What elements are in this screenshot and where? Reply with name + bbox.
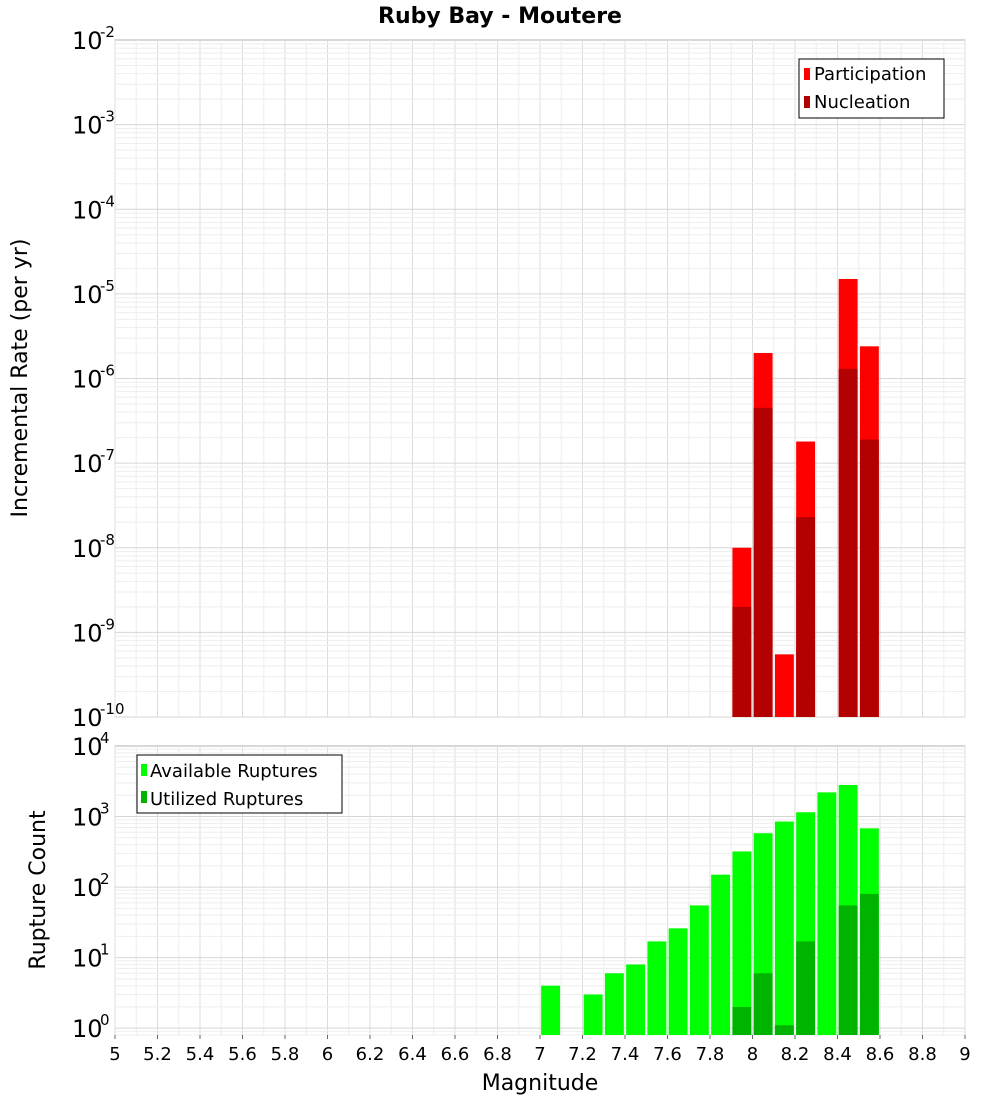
rate-plot-y-ticks: 10-210-310-410-510-610-710-810-910-10 [72,23,125,732]
x-tick-label: 6.4 [398,1044,427,1065]
y-tick-label: 10 [72,196,103,224]
legend-swatch-nucleation [804,96,810,108]
x-tick-label: 7 [534,1044,545,1065]
x-tick-label: 5.8 [271,1044,300,1065]
nucleation-bar [838,368,858,717]
rate-plot-grid [114,40,966,718]
chart-title: Ruby Bay - Moutere [378,4,622,29]
y-tick-exponent: -3 [100,108,115,126]
y-tick-exponent: 4 [100,729,110,747]
legend-label-nucleation: Nucleation [814,92,910,113]
x-tick-label: 5.6 [228,1044,257,1065]
available-ruptures-bar [647,941,667,1035]
rupture-plot-bars [541,784,879,1035]
rate-plot-legend: Participation Nucleation [798,58,945,119]
y-tick-label: 10 [72,945,103,973]
y-tick-exponent: 3 [100,800,110,818]
x-tick-label: 8 [747,1044,758,1065]
legend-label-available: Available Ruptures [150,761,318,782]
y-tick-label: 10 [72,535,103,563]
utilized-ruptures-bar [774,1025,794,1035]
y-tick-label: 10 [72,27,103,55]
rate-plot-panel: 10-210-310-410-510-610-710-810-910-10 In… [8,23,966,732]
x-tick-label: 7.6 [653,1044,682,1065]
nucleation-bar [859,439,879,717]
rate-plot-y-axis-label: Incremental Rate (per yr) [8,239,33,518]
nucleation-bar [753,407,773,717]
legend-swatch-available [141,764,147,776]
available-ruptures-bar [817,792,837,1035]
y-tick-label: 10 [72,704,103,732]
available-ruptures-bar [668,928,688,1035]
utilized-ruptures-bar [732,1006,752,1035]
y-tick-label: 10 [72,281,103,309]
x-tick-label: 8.2 [781,1044,810,1065]
y-tick-exponent: -7 [100,446,115,464]
y-tick-label: 10 [72,874,103,902]
x-tick-label: 5 [109,1044,120,1065]
available-ruptures-bar [541,985,561,1035]
y-tick-label: 10 [72,733,103,761]
rate-plot-bars [732,278,879,717]
available-ruptures-bar [732,851,752,1035]
x-axis-label: Magnitude [482,1071,599,1096]
y-tick-label: 10 [72,450,103,478]
legend-swatch-utilized [141,791,147,803]
x-tick-label: 6.8 [483,1044,512,1065]
available-ruptures-bar [711,874,731,1035]
available-ruptures-bar [626,964,646,1035]
utilized-ruptures-bar [859,893,879,1035]
y-tick-label: 10 [72,619,103,647]
x-tick-label: 6.2 [356,1044,385,1065]
x-tick-label: 8.4 [823,1044,852,1065]
y-tick-exponent: -4 [100,192,115,210]
rupture-plot-y-axis-label: Rupture Count [26,810,51,970]
rate-legend-box [798,58,945,119]
legend-swatch-participation [804,68,810,80]
x-tick-label: 8.6 [866,1044,895,1065]
legend-label-participation: Participation [814,64,926,85]
y-tick-label: 10 [72,1015,103,1043]
available-ruptures-bar [583,994,603,1035]
x-tick-label: 7.8 [696,1044,725,1065]
rupture-plot-legend: Available Ruptures Utilized Ruptures [136,754,343,814]
nucleation-bar [732,606,752,717]
y-tick-exponent: -9 [100,615,115,633]
y-tick-exponent: 0 [100,1011,110,1029]
available-ruptures-bar [604,973,624,1035]
y-tick-label: 10 [72,804,103,832]
legend-label-utilized: Utilized Ruptures [150,789,303,810]
x-tick-label: 7.4 [611,1044,640,1065]
x-tick-label: 6 [322,1044,333,1065]
y-tick-label: 10 [72,112,103,140]
x-axis-ticks: 5 5.2 5.4 5.6 5.8 6 6.2 6.4 6.6 6.8 7 7.2 7.4 7.6 7.8 8… [109,1035,971,1065]
x-tick-label: 6.6 [441,1044,470,1065]
x-tick-label: 5.2 [143,1044,172,1065]
y-tick-exponent: -6 [100,362,115,380]
y-tick-exponent: -10 [100,700,125,718]
rupture-legend-box [136,754,343,814]
nucleation-bar [796,517,816,717]
y-tick-exponent: -8 [100,531,115,549]
utilized-ruptures-bar [796,941,816,1035]
x-tick-label: 9 [959,1044,970,1065]
available-ruptures-bar [774,821,794,1035]
y-tick-exponent: 2 [100,870,110,888]
x-tick-label: 8.8 [908,1044,937,1065]
utilized-ruptures-bar [753,973,773,1035]
y-tick-exponent: -5 [100,277,115,295]
available-ruptures-bar [689,905,709,1035]
y-tick-exponent: -2 [100,23,115,41]
x-tick-label: 7.2 [568,1044,597,1065]
y-tick-label: 10 [72,366,103,394]
utilized-ruptures-bar [838,905,858,1035]
participation-bar [774,654,794,717]
x-tick-label: 5.4 [186,1044,215,1065]
y-tick-exponent: 1 [100,941,110,959]
